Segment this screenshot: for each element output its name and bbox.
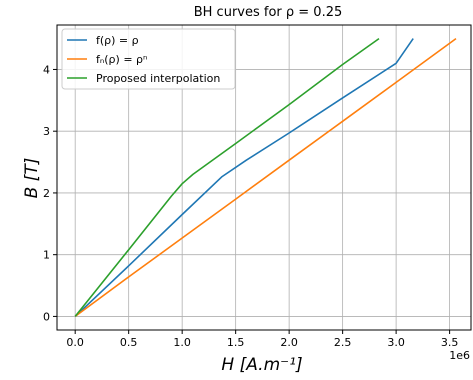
x-tick-label: 0.5 — [120, 336, 138, 349]
series-line-2 — [74, 37, 457, 318]
x-tick-label: 1.5 — [227, 336, 245, 349]
plot-frame — [56, 24, 472, 331]
x-tick-label: 3.5 — [441, 336, 459, 349]
legend: f(ρ) = ρ fₙ(ρ) = ρⁿ Proposed interpolation — [61, 28, 236, 90]
y-tick-label: 2 — [43, 187, 50, 200]
x-tick-label: 2.5 — [334, 336, 352, 349]
series-line-1 — [74, 38, 414, 317]
x-axis-label: H [A.m⁻¹] — [221, 355, 302, 375]
series-line-3 — [74, 37, 380, 317]
x-tick-label: 1.0 — [173, 336, 191, 349]
x-tick-label: 3.0 — [387, 336, 405, 349]
chart-title: BH curves for ρ = 0.25 — [194, 5, 343, 20]
legend-box — [61, 28, 236, 90]
y-tick-label: 3 — [43, 125, 50, 138]
legend-label-2: fₙ(ρ) = ρⁿ — [96, 53, 147, 66]
x-tick-label: 0.0 — [66, 336, 84, 349]
legend-label-3: Proposed interpolation — [96, 72, 220, 85]
y-tick-label: 0 — [43, 310, 50, 323]
y-axis-label: B [T] — [22, 158, 42, 199]
y-axis-ticks: 0 1 2 3 4 — [43, 63, 57, 323]
x-axis-ticks: 0.0 0.5 1.0 1.5 2.0 2.5 3.0 3.5 — [66, 330, 458, 349]
legend-label-1: f(ρ) = ρ — [96, 34, 139, 47]
y-tick-label: 1 — [43, 249, 50, 262]
series-lines — [74, 37, 457, 318]
x-tick-label: 2.0 — [280, 336, 298, 349]
y-tick-label: 4 — [43, 63, 50, 76]
x-axis-offset-label: 1e6 — [449, 349, 470, 362]
